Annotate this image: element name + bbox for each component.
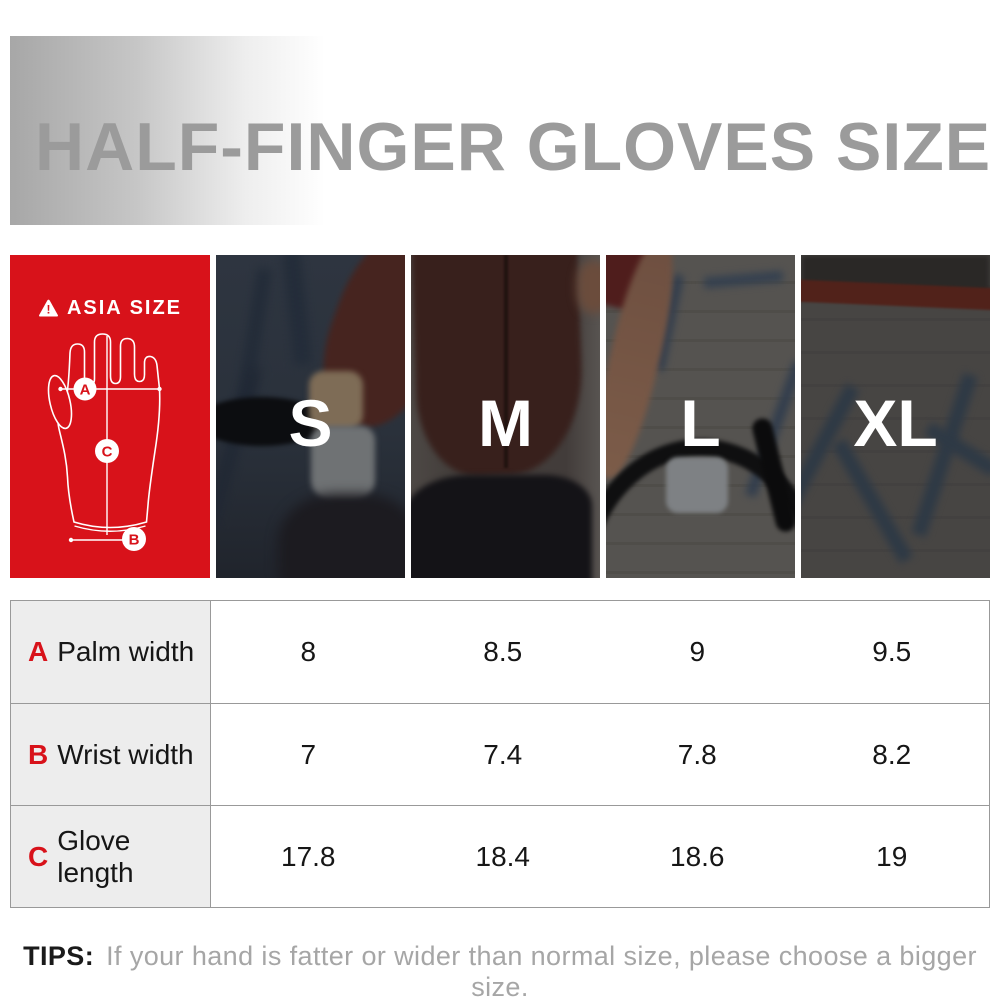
table-cell: 7.4: [405, 703, 600, 805]
photo-saddle-shape: [216, 397, 326, 446]
size-letter-m: M: [478, 385, 533, 460]
size-panels-row: ! ASIA SIZE A: [10, 255, 990, 578]
marker-a-badge: [73, 377, 97, 401]
table-cell: 8.2: [794, 703, 989, 805]
table-cell: 19: [794, 805, 989, 907]
size-letter-s: S: [288, 385, 333, 460]
marker-c-badge: [95, 439, 119, 463]
table-cell: 18.6: [600, 805, 795, 907]
photo-zipper-shape: [503, 255, 508, 469]
tips-text: If your hand is fatter or wider than nor…: [106, 941, 977, 1000]
page-title: HALF-FINGER GLOVES SIZE: [35, 109, 992, 185]
table-row-label: B Wrist width: [11, 703, 211, 805]
size-panel-m: M: [411, 255, 600, 578]
asia-size-header: ! ASIA SIZE: [10, 297, 210, 320]
line-b-dot: [68, 537, 74, 543]
row-label-text: Wrist width: [57, 738, 194, 770]
photo-wrist-shape: [309, 371, 364, 430]
row-marker-b: B: [28, 738, 49, 770]
table-cell: 7.8: [600, 703, 795, 805]
marker-c-letter: C: [102, 444, 113, 461]
marker-b-badge: [122, 527, 146, 551]
size-panel-l: L: [606, 255, 795, 578]
tips-label: TIPS:: [23, 941, 95, 971]
line-a-dot2: [157, 386, 162, 392]
asia-size-label: ASIA SIZE: [66, 297, 183, 319]
warning-exclamation: !: [46, 303, 50, 317]
table-cell: 8: [211, 601, 406, 703]
marker-a-letter: A: [80, 381, 91, 398]
photo-shorts-shape: [411, 474, 593, 578]
size-letter-xl: XL: [853, 385, 938, 460]
table-cell: 18.4: [405, 805, 600, 907]
size-table: A Palm width 8 8.5 9 9.5 B Wrist width 7…: [10, 600, 990, 908]
glove-hem-line: [74, 525, 146, 532]
table-cell: 9: [600, 601, 795, 703]
table-cell: 8.5: [405, 601, 600, 703]
photo-texture: [577, 261, 600, 314]
table-cell: 7: [211, 703, 406, 805]
photo-glove-shape: [666, 457, 729, 514]
table-cell: 9.5: [794, 601, 989, 703]
table-row-label: A Palm width: [11, 601, 211, 703]
glove-outline: [57, 333, 161, 529]
photo-glove-shape: [310, 426, 375, 501]
marker-b-letter: B: [129, 532, 140, 549]
asia-size-panel: ! ASIA SIZE A: [10, 255, 210, 578]
line-a-dot: [58, 386, 63, 392]
table-row-label: C Glove length: [11, 805, 211, 907]
size-panel-s: S: [216, 255, 405, 578]
photo-texture: [278, 494, 405, 578]
row-label-text: Palm width: [57, 636, 195, 667]
table-cell: 17.8: [211, 805, 406, 907]
warning-triangle-icon: !: [39, 299, 58, 317]
size-letter-l: L: [680, 385, 721, 460]
size-panel-xl: XL: [801, 255, 990, 578]
title-gradient-background: [10, 36, 325, 225]
row-marker-a: A: [28, 636, 49, 667]
glove-diagram-icon: A C B: [47, 333, 162, 551]
row-label-text: Glove length: [57, 824, 134, 888]
tips-line: TIPS: If your hand is fatter or wider tha…: [0, 941, 1000, 1000]
row-marker-c: C: [28, 840, 49, 872]
